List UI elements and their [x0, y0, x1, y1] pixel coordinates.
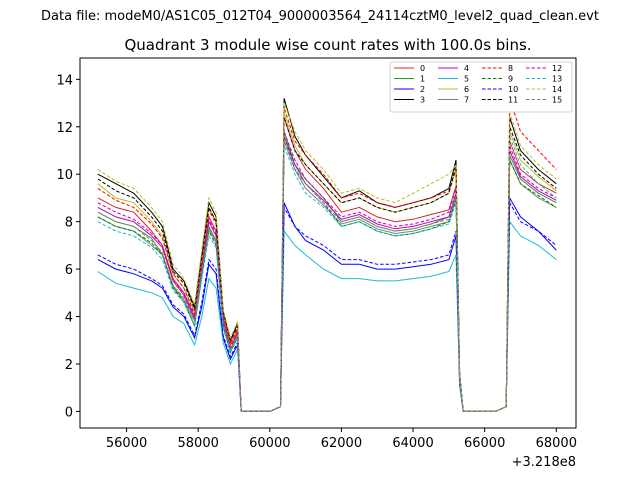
y-tick-label: 8: [65, 216, 73, 231]
series-lines: [97, 98, 557, 412]
y-tick-label: 10: [56, 168, 73, 183]
x-tick-label: 66000: [464, 436, 505, 451]
plot-area: 56000 58000 60000 62000 64000 66000 68000 0 2 4 6…: [56, 57, 577, 470]
legend-label-15: 15: [552, 96, 562, 105]
suptitle: Data file: modeM0/AS1C05_012T04_90000035…: [41, 9, 599, 24]
x-offset-label: +3.218e8: [512, 455, 576, 470]
legend-label-10: 10: [508, 85, 518, 94]
y-tick-label: 0: [65, 405, 73, 420]
legend-label-9: 9: [508, 75, 513, 84]
legend-label-7: 7: [464, 96, 469, 105]
legend-label-11: 11: [508, 96, 518, 105]
axes-frame: [79, 57, 577, 429]
legend-label-13: 13: [552, 75, 562, 84]
y-tick-label: 2: [65, 358, 73, 373]
legend-label-1: 1: [420, 75, 425, 84]
legend-label-5: 5: [464, 75, 469, 84]
x-axis: 56000 58000 60000 62000 64000 66000 68000: [106, 428, 577, 451]
series-line-15: [97, 140, 557, 412]
legend-label-12: 12: [552, 64, 562, 73]
legend-label-8: 8: [508, 64, 513, 73]
legend-label-0: 0: [420, 64, 425, 73]
legend-label-2: 2: [420, 85, 425, 94]
x-tick-label: 56000: [106, 436, 147, 451]
x-tick-label: 62000: [321, 436, 362, 451]
x-tick-label: 64000: [392, 436, 433, 451]
y-tick-label: 12: [56, 121, 73, 136]
legend-label-14: 14: [552, 85, 562, 94]
series-line-11: [97, 117, 557, 412]
legend-label-3: 3: [420, 96, 425, 105]
legend-label-4: 4: [464, 64, 469, 73]
legend-frame: [389, 61, 573, 113]
x-tick-label: 58000: [178, 436, 219, 451]
series-line-10: [97, 200, 557, 412]
y-tick-label: 4: [65, 311, 73, 326]
series-line-8: [97, 98, 557, 412]
y-tick-label: 6: [65, 263, 73, 278]
legend-label-6: 6: [464, 85, 469, 94]
x-tick-label: 68000: [536, 436, 577, 451]
y-axis: 0 2 4 6 8 10 12 14: [56, 73, 80, 420]
chart-title: Quadrant 3 module wise count rates with …: [124, 36, 531, 54]
y-tick-label: 14: [56, 73, 73, 88]
x-tick-label: 60000: [249, 436, 290, 451]
